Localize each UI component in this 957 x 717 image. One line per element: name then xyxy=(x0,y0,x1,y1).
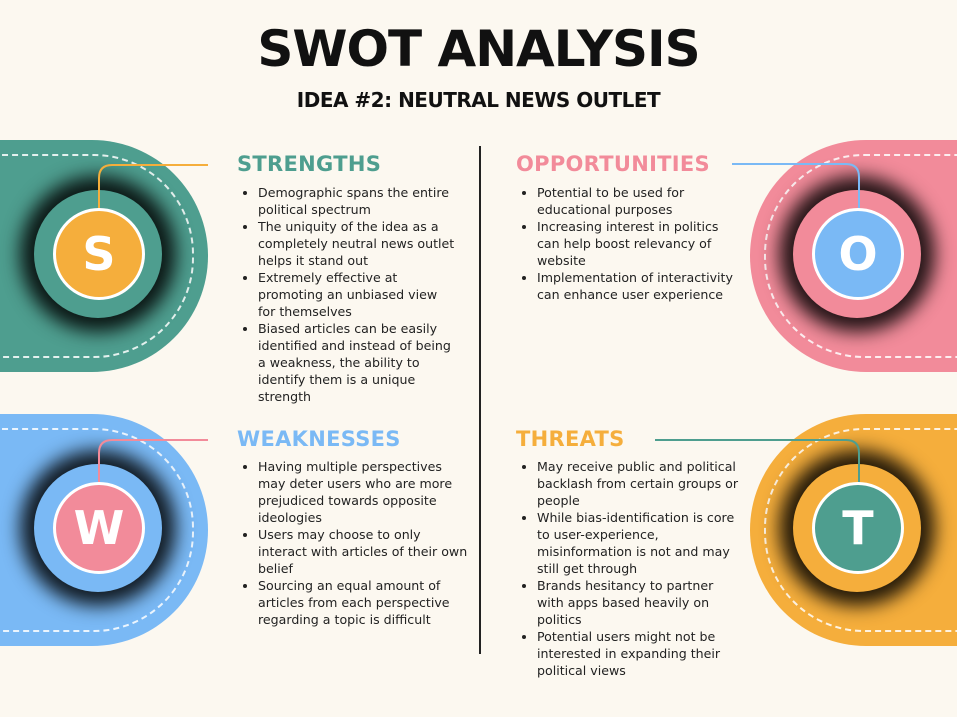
opportunities-list: Potential to be used for educational pur… xyxy=(517,184,737,303)
list-item: Sourcing an equal amount of articles fro… xyxy=(258,577,468,628)
opportunities-connector xyxy=(732,163,860,208)
list-item: Users may choose to only interact with a… xyxy=(258,526,468,577)
list-item: May receive public and political backlas… xyxy=(537,458,742,509)
list-item: Implementation of interactivity can enha… xyxy=(537,269,737,303)
list-item: Increasing interest in politics can help… xyxy=(537,218,737,269)
opportunities-heading: OPPORTUNITIES xyxy=(516,152,710,176)
weaknesses-connector xyxy=(98,439,208,482)
list-item: While bias-identification is core to use… xyxy=(537,509,742,577)
list-item: Brands hesitancy to partner with apps ba… xyxy=(537,577,742,628)
strengths-connector xyxy=(98,164,208,208)
list-item: Having multiple perspectives may deter u… xyxy=(258,458,468,526)
weaknesses-badge: W xyxy=(53,482,145,574)
threats-badge: T xyxy=(812,482,904,574)
weaknesses-heading: WEAKNESSES xyxy=(237,427,401,451)
list-item: Potential to be used for educational pur… xyxy=(537,184,737,218)
strengths-list: Demographic spans the entire political s… xyxy=(238,184,458,405)
page-subtitle: IDEA #2: NEUTRAL NEWS OUTLET xyxy=(296,88,661,112)
center-divider xyxy=(479,146,481,654)
threats-list: May receive public and political backlas… xyxy=(517,458,742,679)
threats-heading: THREATS xyxy=(516,427,625,451)
weaknesses-list: Having multiple perspectives may deter u… xyxy=(238,458,468,628)
opportunities-badge: O xyxy=(812,208,904,300)
list-item: Demographic spans the entire political s… xyxy=(258,184,458,218)
list-item: Potential users might not be interested … xyxy=(537,628,742,679)
list-item: Biased articles can be easily identified… xyxy=(258,320,458,405)
list-item: The uniquity of the idea as a completely… xyxy=(258,218,458,269)
threats-connector xyxy=(655,439,860,482)
strengths-heading: STRENGTHS xyxy=(237,152,382,176)
list-item: Extremely effective at promoting an unbi… xyxy=(258,269,458,320)
strengths-badge: S xyxy=(53,208,145,300)
page-title: SWOT ANALYSIS xyxy=(257,20,700,78)
